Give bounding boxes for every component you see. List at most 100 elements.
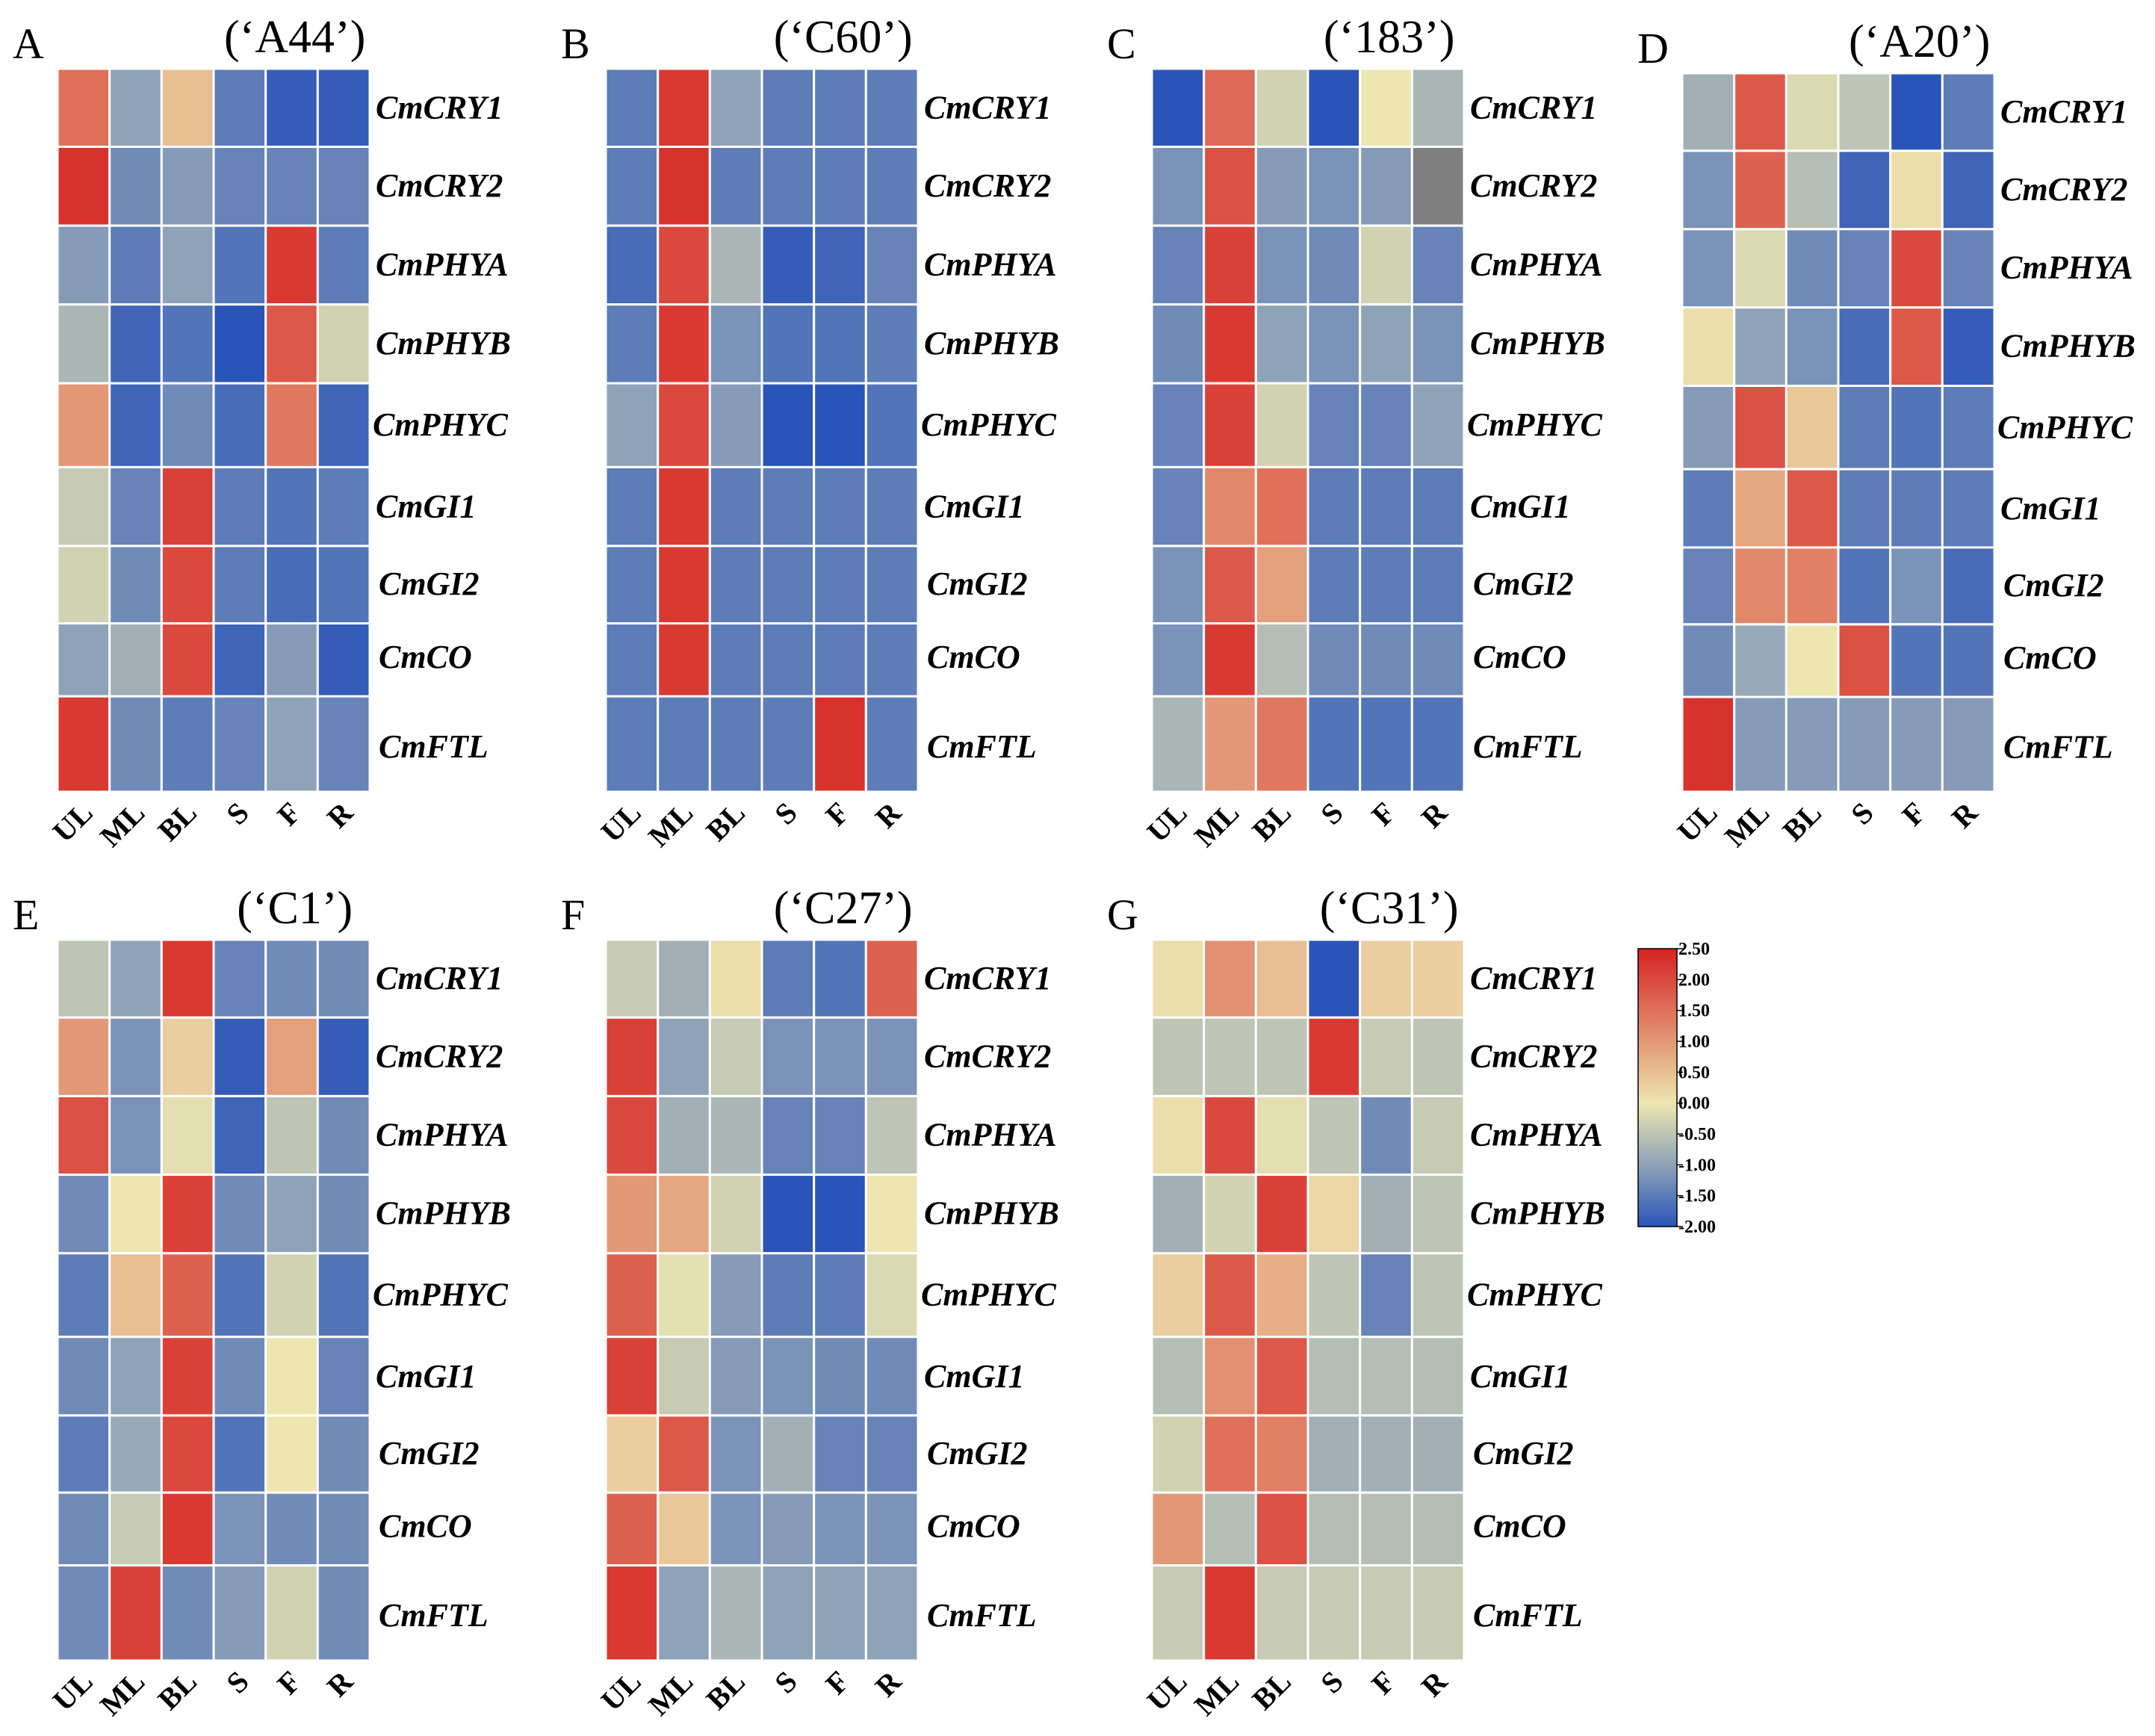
heatmap-cell — [604, 1174, 660, 1255]
heatmap-cell — [1410, 938, 1466, 1019]
heatmap-cell — [864, 1094, 920, 1177]
gene-label: CmPHYC — [373, 1277, 509, 1313]
heatmap-cell — [316, 545, 371, 625]
heatmap-cell — [212, 1491, 267, 1567]
heatmap-cell — [1306, 1491, 1362, 1567]
heatmap-cell — [316, 224, 371, 306]
gene-label: CmPHYC — [1467, 406, 1603, 443]
heatmap-cell — [708, 67, 763, 148]
heatmap-cell — [56, 1016, 111, 1097]
heatmap-cell — [708, 382, 763, 468]
heatmap-cell — [160, 303, 215, 385]
heatmap-cell — [1254, 146, 1309, 227]
gene-label: CmPHYC — [921, 1277, 1057, 1313]
heatmap-cell — [1306, 224, 1362, 306]
heatmap-cell — [1150, 622, 1206, 698]
gene-label: CmGI1 — [2000, 490, 2100, 527]
heatmap-cell — [1410, 695, 1466, 793]
heatmap-cell — [1203, 382, 1257, 468]
colorbar-tick-label: 0.00 — [1678, 1094, 1710, 1114]
heatmap-cell — [212, 545, 267, 625]
heatmap-cell — [813, 622, 867, 698]
heatmap-cell — [1410, 303, 1466, 385]
panel-f: F (‘C27’) CmCRY1 CmCRY2 CmPHYA CmPHYB CmPHYC Cm… — [561, 883, 1059, 1722]
heatmap-cell — [1254, 1174, 1309, 1255]
heatmap-cell — [1733, 623, 1787, 698]
colorbar-tick-label: -1.00 — [1678, 1156, 1716, 1175]
heatmap-cell — [708, 1094, 763, 1177]
heatmap-cell — [1733, 72, 1787, 152]
tissue-label: BL — [151, 1664, 203, 1717]
heatmap-cell — [1203, 1252, 1257, 1339]
heatmap-cell — [1837, 546, 1892, 626]
tissue-label: R — [869, 1664, 908, 1703]
gene-label: CmPHYA — [2000, 249, 2133, 286]
tissue-label: S — [220, 1664, 255, 1700]
heatmap-cell — [604, 67, 660, 148]
colorbar-tick-label: -0.50 — [1678, 1125, 1716, 1144]
tissue-label: S — [220, 796, 255, 831]
heatmap-cell — [316, 1094, 371, 1177]
tissue-label: ML — [1188, 796, 1245, 853]
heatmap-cell — [657, 1174, 711, 1255]
heatmap-cell — [1359, 224, 1413, 306]
gene-label: CmFTL — [379, 1597, 489, 1634]
heatmap-cell — [1254, 1491, 1309, 1567]
heatmap-cell — [708, 1491, 763, 1567]
gene-label: CmFTL — [927, 728, 1037, 765]
heatmap-cell — [1889, 468, 1944, 549]
heatmap-cell — [604, 695, 660, 793]
heatmap-cell — [1203, 695, 1257, 793]
heatmap-cell — [160, 1016, 215, 1097]
heatmap-cell — [264, 1491, 319, 1567]
gene-label: CmCO — [1473, 1508, 1566, 1545]
heatmap-cell — [1410, 1491, 1466, 1567]
tissue-label: F — [819, 1664, 855, 1701]
heatmap-cell — [864, 938, 920, 1019]
tissue-label: UL — [1141, 1664, 1194, 1717]
heatmap-cell — [108, 146, 163, 227]
panel-letter: E — [13, 890, 39, 939]
heatmap-cell — [813, 303, 867, 385]
heatmap-cell — [864, 1491, 920, 1567]
panel-letter: F — [561, 890, 585, 939]
heatmap-cell — [56, 303, 111, 385]
heatmap-cell — [864, 1174, 920, 1255]
heatmap-cell — [1254, 1414, 1309, 1494]
heatmap-cell — [1306, 622, 1362, 698]
colorbar: 2.50 2.00 1.50 1.00 0.50 0.00 -0.50 -1.00 -1.50 -… — [1637, 940, 1716, 1237]
heatmap-cell — [1359, 695, 1413, 793]
heatmap-cell — [708, 1336, 763, 1417]
heatmap-cell — [1941, 623, 1996, 698]
tissue-label: ML — [93, 1664, 151, 1722]
heatmap-cell — [316, 465, 371, 548]
heatmap-cell — [1681, 149, 1736, 231]
heatmap-cell — [1785, 385, 1840, 471]
tissue-label: S — [1314, 796, 1350, 831]
panel-d: D (‘A20’) CmCRY1 CmCRY2 CmPHYA CmPHYB CmPHYC Cm… — [1637, 16, 2136, 853]
heatmap-cell — [1837, 385, 1892, 471]
gene-label: CmPHYC — [373, 406, 509, 443]
heatmap-cell — [1254, 1336, 1309, 1417]
heatmap-cell — [1941, 468, 1996, 549]
heatmap-cell — [604, 146, 660, 227]
tissue-label: R — [320, 1664, 360, 1703]
heatmap-cell — [160, 465, 215, 548]
heatmap-cell — [56, 622, 111, 698]
heatmap-cell — [760, 1414, 816, 1494]
heatmap-cell — [760, 1564, 816, 1662]
heatmap-cell — [160, 938, 215, 1019]
heatmap-cell — [1254, 465, 1309, 548]
tissue-label: F — [270, 1664, 307, 1701]
heatmap-cell — [604, 1414, 660, 1494]
heatmap-cell — [108, 938, 163, 1019]
heatmap-cell — [316, 1174, 371, 1255]
tissue-label: UL — [46, 1664, 99, 1717]
heatmap-cell — [56, 938, 111, 1019]
heatmap-cell — [1941, 228, 1996, 309]
heatmap-cell — [160, 1252, 215, 1339]
heatmap-cell — [1410, 1564, 1466, 1662]
heatmap-cell — [56, 465, 111, 548]
gene-label: CmPHYB — [1470, 1195, 1605, 1232]
heatmap-cell — [864, 1336, 920, 1417]
